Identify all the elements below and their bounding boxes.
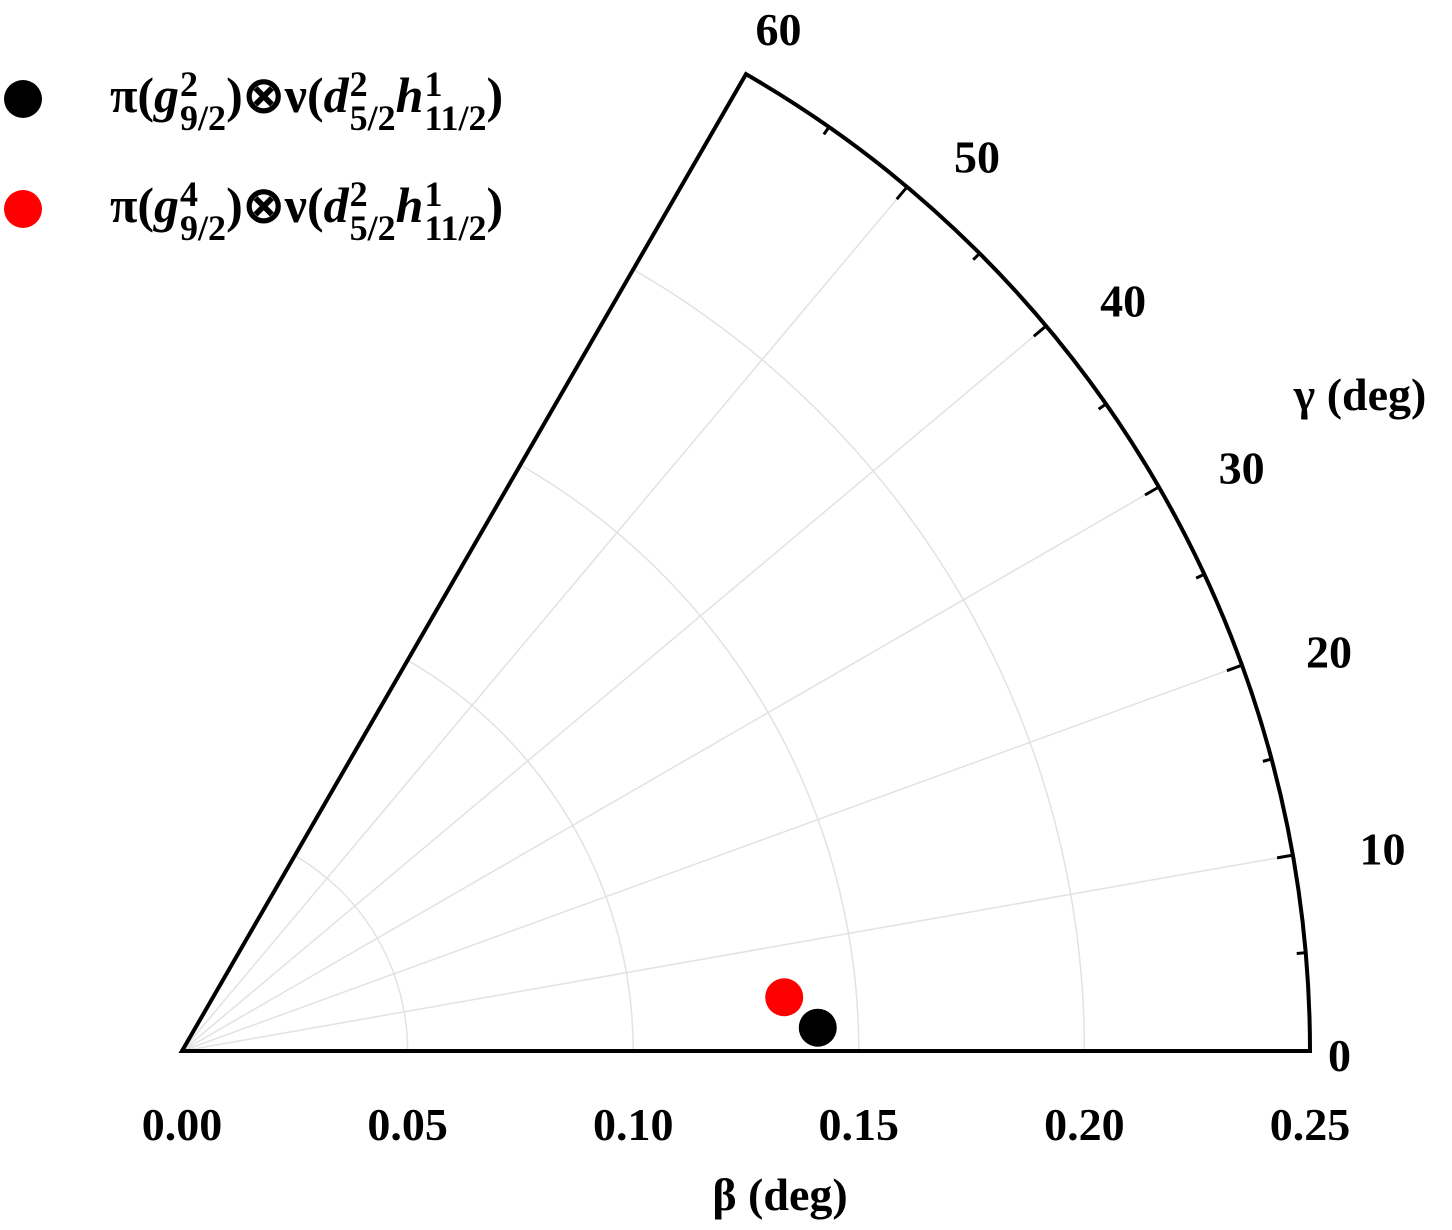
beta-tick-label: 0.00 — [142, 1099, 223, 1150]
beta-tick-label: 0.15 — [819, 1099, 900, 1150]
gamma-tick-label: 60 — [756, 4, 802, 55]
beta-tick-label: 0.20 — [1044, 1099, 1125, 1150]
legend-marker — [4, 80, 42, 118]
gamma-tick — [972, 252, 981, 261]
gamma-tick — [895, 185, 909, 201]
gamma-tick-label: 10 — [1359, 823, 1405, 874]
gamma-tick — [1195, 572, 1205, 580]
data-point-0 — [798, 1008, 837, 1047]
gamma-tick — [1032, 324, 1048, 338]
gamma-tick — [1296, 951, 1306, 955]
grid-radial — [181, 854, 1293, 1052]
y-axis-label: γ (deg) — [1293, 369, 1427, 420]
gamma-tick — [1276, 853, 1294, 860]
grid-radial — [181, 664, 1243, 1052]
beta-tick-label: 0.05 — [367, 1099, 448, 1150]
gamma-tick-label: 0 — [1328, 1030, 1351, 1081]
legend-marker — [4, 190, 42, 228]
gamma-tick — [1262, 757, 1272, 763]
gamma-tick-label: 20 — [1306, 627, 1352, 678]
gamma-tick-label: 50 — [954, 132, 1000, 183]
x-axis-label: β (deg) — [712, 1169, 847, 1220]
legend-label: π(g 4 9/2)⊗ν(d 2 5/2 h 1 11/2) — [110, 173, 504, 248]
gamma-tick-label: 40 — [1100, 276, 1146, 327]
legend-label: π(g 2 9/2)⊗ν(d 2 5/2 h 1 11/2) — [110, 63, 504, 138]
beta-tick-label: 0.25 — [1270, 1099, 1351, 1150]
gamma-tick — [1097, 402, 1107, 411]
gamma-tick — [736, 73, 748, 89]
gamma-tick-label: 30 — [1219, 442, 1265, 493]
gamma-tick — [1144, 485, 1160, 497]
gamma-tick — [1226, 663, 1243, 673]
grid-radial — [181, 486, 1160, 1052]
grid-radial — [181, 186, 908, 1052]
grid-radial — [181, 325, 1047, 1052]
gamma-tick — [822, 126, 831, 136]
beta-tick-label: 0.10 — [593, 1099, 674, 1150]
data-point-1 — [765, 978, 804, 1017]
